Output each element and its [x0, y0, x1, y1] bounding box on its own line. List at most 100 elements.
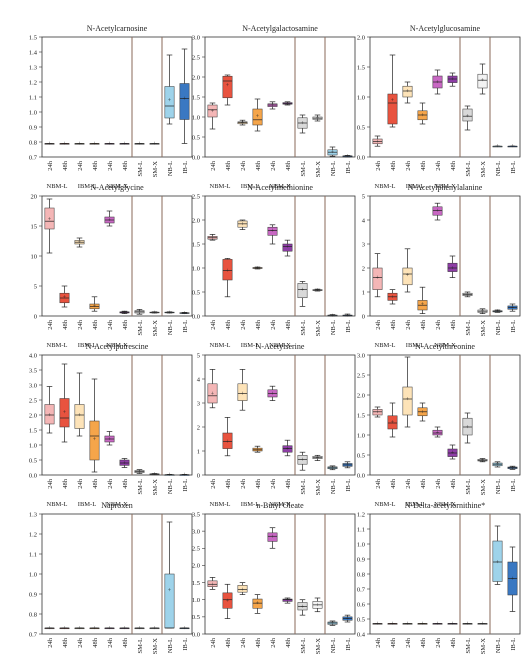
- y-tick-label: 0.7: [29, 154, 38, 161]
- x-tick-label: IB-L: [510, 320, 517, 333]
- box-sm-l: +: [297, 281, 308, 307]
- mean-marker: +: [93, 437, 97, 443]
- box-nbm-x-48h: +: [447, 255, 458, 278]
- x-tick-label: IB-L: [182, 320, 189, 333]
- mean-marker: +: [123, 310, 127, 316]
- x-tick-label: SM-L: [137, 161, 144, 177]
- box-ibm-l-24h: +: [74, 142, 85, 148]
- y-tick-label: 3.5: [29, 367, 37, 374]
- x-tick-label: SM-L: [137, 638, 144, 654]
- box-ibm-l-24h: +: [402, 81, 413, 104]
- box-nb-l: +: [492, 144, 503, 150]
- mean-marker: +: [183, 473, 187, 479]
- x-tick-label: NB-L: [167, 638, 174, 653]
- box-ibm-l-24h: +: [237, 582, 248, 595]
- x-tick-label: 48h: [255, 160, 262, 171]
- box-sm-x: +: [312, 454, 323, 462]
- box-nb-l: +: [327, 620, 338, 627]
- mean-marker: +: [421, 622, 425, 628]
- box-nb-l: +: [164, 54, 175, 125]
- mean-marker: +: [241, 391, 245, 397]
- box-nbm-l-24h: +: [372, 253, 383, 298]
- box-nbm-x-24h: +: [267, 224, 278, 245]
- iqr-box: [297, 455, 308, 465]
- box-nbm-l-48h: +: [387, 622, 398, 628]
- y-tick-label: 0.5: [192, 289, 200, 296]
- x-tick-label: 24h: [270, 478, 277, 489]
- box-ibm-l-24h: +: [237, 369, 248, 411]
- x-tick-label: SM-L: [137, 320, 144, 336]
- iqr-box: [492, 540, 503, 582]
- x-tick-label: 48h: [62, 319, 69, 330]
- box-sm-l: +: [134, 469, 145, 475]
- y-tick-label: 0.0: [192, 154, 200, 161]
- x-tick-label: SM-X: [315, 320, 322, 337]
- box-sm-x: +: [149, 472, 160, 478]
- box-ibm-l-24h: +: [402, 356, 413, 428]
- box-sm-l: +: [462, 105, 473, 131]
- y-tick-label: 0.7: [29, 631, 38, 638]
- x-tick-label: 48h: [225, 478, 232, 489]
- box-nbm-x-48h: +: [447, 72, 458, 87]
- panel-title: N-Acetylcarnosine: [87, 24, 148, 33]
- box-sm-l: +: [297, 451, 308, 471]
- x-tick-label: 48h: [420, 160, 427, 171]
- x-tick-label: SM-X: [480, 479, 487, 496]
- y-tick-label: 2.0: [29, 412, 37, 419]
- x-tick-label: NB-L: [495, 161, 502, 176]
- y-tick-label: 0.0: [192, 631, 200, 638]
- y-tick-label: 20: [31, 193, 38, 200]
- x-tick-label: SM-X: [152, 320, 159, 337]
- x-tick-label: NB-L: [495, 638, 502, 653]
- mean-marker: +: [108, 218, 112, 224]
- box-nbm-l-24h: +: [44, 142, 55, 148]
- box-nbm-x-24h: +: [432, 202, 443, 221]
- iqr-box: [462, 108, 473, 122]
- box-nbm-l-48h: +: [59, 363, 70, 443]
- y-tick-label: 1.1: [29, 551, 37, 558]
- box-ibm-l-48h: +: [417, 286, 428, 314]
- box-ib-l: +: [342, 461, 353, 469]
- mean-marker: +: [436, 208, 440, 214]
- x-tick-label: SM-X: [315, 479, 322, 496]
- x-tick-label: 24h: [77, 637, 84, 648]
- box-nbm-l-24h: +: [372, 622, 383, 628]
- x-tick-label: 24h: [240, 637, 247, 648]
- mean-marker: +: [78, 142, 82, 148]
- iqr-box: [402, 386, 413, 416]
- x-tick-label: IB-L: [510, 479, 517, 492]
- box-ibm-l-48h: +: [417, 402, 428, 422]
- mean-marker: +: [271, 103, 275, 109]
- mean-marker: +: [271, 229, 275, 235]
- iqr-box: [282, 445, 293, 453]
- iqr-box: [164, 573, 175, 629]
- panel-title: N-Acetylglycine: [90, 183, 144, 192]
- group-label: IBM-L: [406, 183, 424, 190]
- mean-marker: +: [406, 273, 410, 279]
- box-nb-l: +: [492, 461, 503, 468]
- x-tick-label: SM-X: [480, 161, 487, 178]
- x-tick-label: IB-L: [345, 320, 352, 333]
- y-tick-label: 0.0: [357, 472, 365, 479]
- x-tick-label: SM-X: [480, 638, 487, 655]
- box-nbm-l-24h: +: [207, 102, 218, 130]
- box-nbm-x-48h: +: [119, 626, 130, 632]
- y-tick-label: 2: [197, 424, 200, 431]
- mean-marker: +: [123, 142, 127, 148]
- y-tick-label: 0.9: [29, 591, 37, 598]
- x-tick-label: 24h: [375, 478, 382, 489]
- iqr-box: [387, 415, 398, 430]
- y-tick-label: 10: [31, 253, 38, 260]
- x-tick-label: IB-L: [182, 161, 189, 174]
- y-tick-label: 1: [197, 448, 200, 455]
- mean-marker: +: [168, 98, 172, 104]
- box-nbm-l-24h: +: [44, 626, 55, 632]
- group-label: NBM-X: [106, 342, 128, 349]
- y-tick-label: 0.5: [357, 616, 365, 623]
- mean-marker: +: [138, 626, 142, 632]
- x-tick-label: 24h: [77, 160, 84, 171]
- box-sm-l: +: [134, 142, 145, 148]
- iqr-box: [282, 243, 293, 252]
- mean-marker: +: [376, 410, 380, 416]
- panel-title: N-Acetylserine: [256, 342, 305, 351]
